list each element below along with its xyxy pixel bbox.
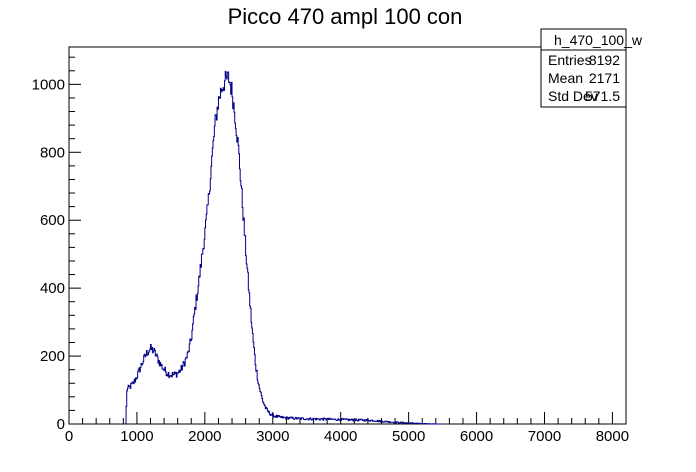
stats-mean-label: Mean [548,70,583,86]
x-tick-label: 4000 [324,428,357,445]
stats-entries-value: 8192 [589,52,620,68]
stats-mean-value: 2171 [589,70,620,86]
x-axis: 0 1000 2000 3000 4000 5000 6000 7000 8000 [65,412,629,445]
x-tick-label: 0 [65,428,73,445]
stats-box: h_470_100_w Entries 8192 Mean 2171 Std D… [540,28,643,108]
y-tick-label: 800 [40,144,65,161]
chart-title: Picco 470 ampl 100 con [228,4,463,29]
x-tick-label: 2000 [188,428,221,445]
stats-stddev-value: 571.5 [585,88,620,104]
y-axis: 0 200 400 600 800 1000 [32,56,81,433]
histogram-series [125,71,443,425]
stats-box-frame [540,28,627,108]
stats-stddev-label: Std Dev [548,88,598,104]
x-tick-label: 6000 [460,428,493,445]
y-tick-label: 400 [40,280,65,297]
y-tick-label: 0 [57,416,65,433]
x-tick-label: 3000 [256,428,289,445]
y-tick-label: 200 [40,348,65,365]
histogram-line [125,71,443,425]
y-tick-label: 600 [40,212,65,229]
plot-frame [68,46,627,425]
y-tick-label: 1000 [32,76,65,93]
x-tick-label: 1000 [120,428,153,445]
x-tick-label: 5000 [392,428,425,445]
x-tick-label: 8000 [596,428,629,445]
stats-histogram-name: h_470_100_w [554,32,643,48]
stats-entries-label: Entries [548,52,592,68]
x-tick-label: 7000 [528,428,561,445]
